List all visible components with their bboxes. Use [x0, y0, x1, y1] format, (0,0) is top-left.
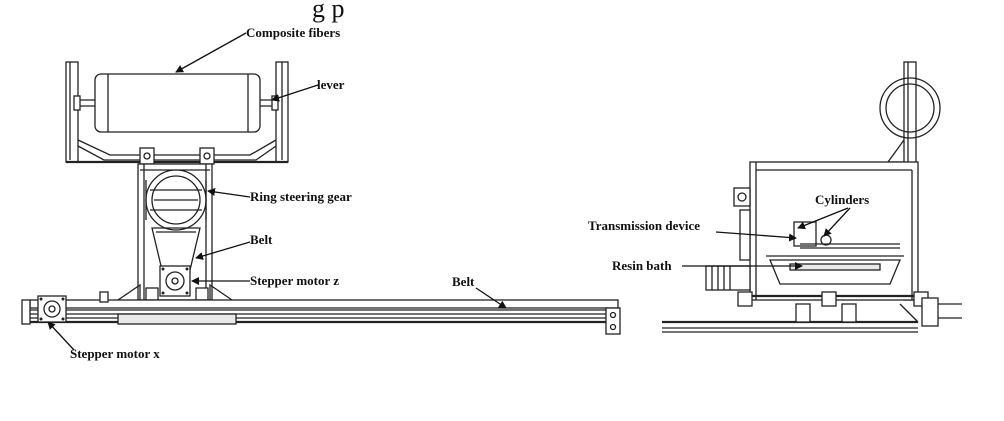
arrow-composite-fibers — [175, 32, 247, 73]
right-side-view: Cylinders Transmission device Resin bath — [588, 61, 962, 333]
left-front-view: Composite fibers lever Ring steering gea… — [21, 25, 621, 361]
side-motor — [705, 265, 751, 291]
ring-steering-gear — [145, 169, 207, 231]
stepper-motor-x — [37, 295, 67, 323]
arrow-cylinder-left — [797, 207, 849, 230]
box-frame — [733, 161, 919, 301]
label-transmission-device: Transmission device — [588, 218, 700, 233]
label-resin-bath: Resin bath — [612, 258, 672, 273]
arrow-belt-horizontal — [475, 287, 507, 309]
clamp-blocks — [139, 147, 215, 165]
label-composite-fibers: Composite fibers — [246, 25, 340, 40]
label-stepper-motor-z: Stepper motor z — [250, 273, 339, 288]
u-frame — [65, 61, 289, 164]
arrow-lever — [271, 84, 319, 102]
label-belt-horizontal: Belt — [452, 274, 475, 289]
label-ring-steering-gear: Ring steering gear — [250, 189, 352, 204]
arrow-cylinder-right — [823, 207, 851, 237]
label-belt-vertical: Belt — [250, 232, 273, 247]
label-cylinders: Cylinders — [815, 192, 869, 207]
arrow-stepper-motor-x — [47, 321, 75, 351]
right-base — [662, 291, 962, 333]
stepper-motor-z — [159, 265, 191, 297]
arrow-transmission-device — [715, 231, 797, 242]
label-stepper-motor-x: Stepper motor x — [70, 346, 160, 361]
resin-bath — [766, 255, 904, 285]
horizontal-rail — [21, 291, 621, 335]
label-lever: lever — [317, 77, 345, 92]
composite-fiber-roll — [73, 73, 279, 133]
arrow-belt-vertical — [195, 241, 251, 260]
arrow-ring-steering-gear — [207, 188, 251, 198]
cut-off-title: g p — [312, 0, 345, 23]
